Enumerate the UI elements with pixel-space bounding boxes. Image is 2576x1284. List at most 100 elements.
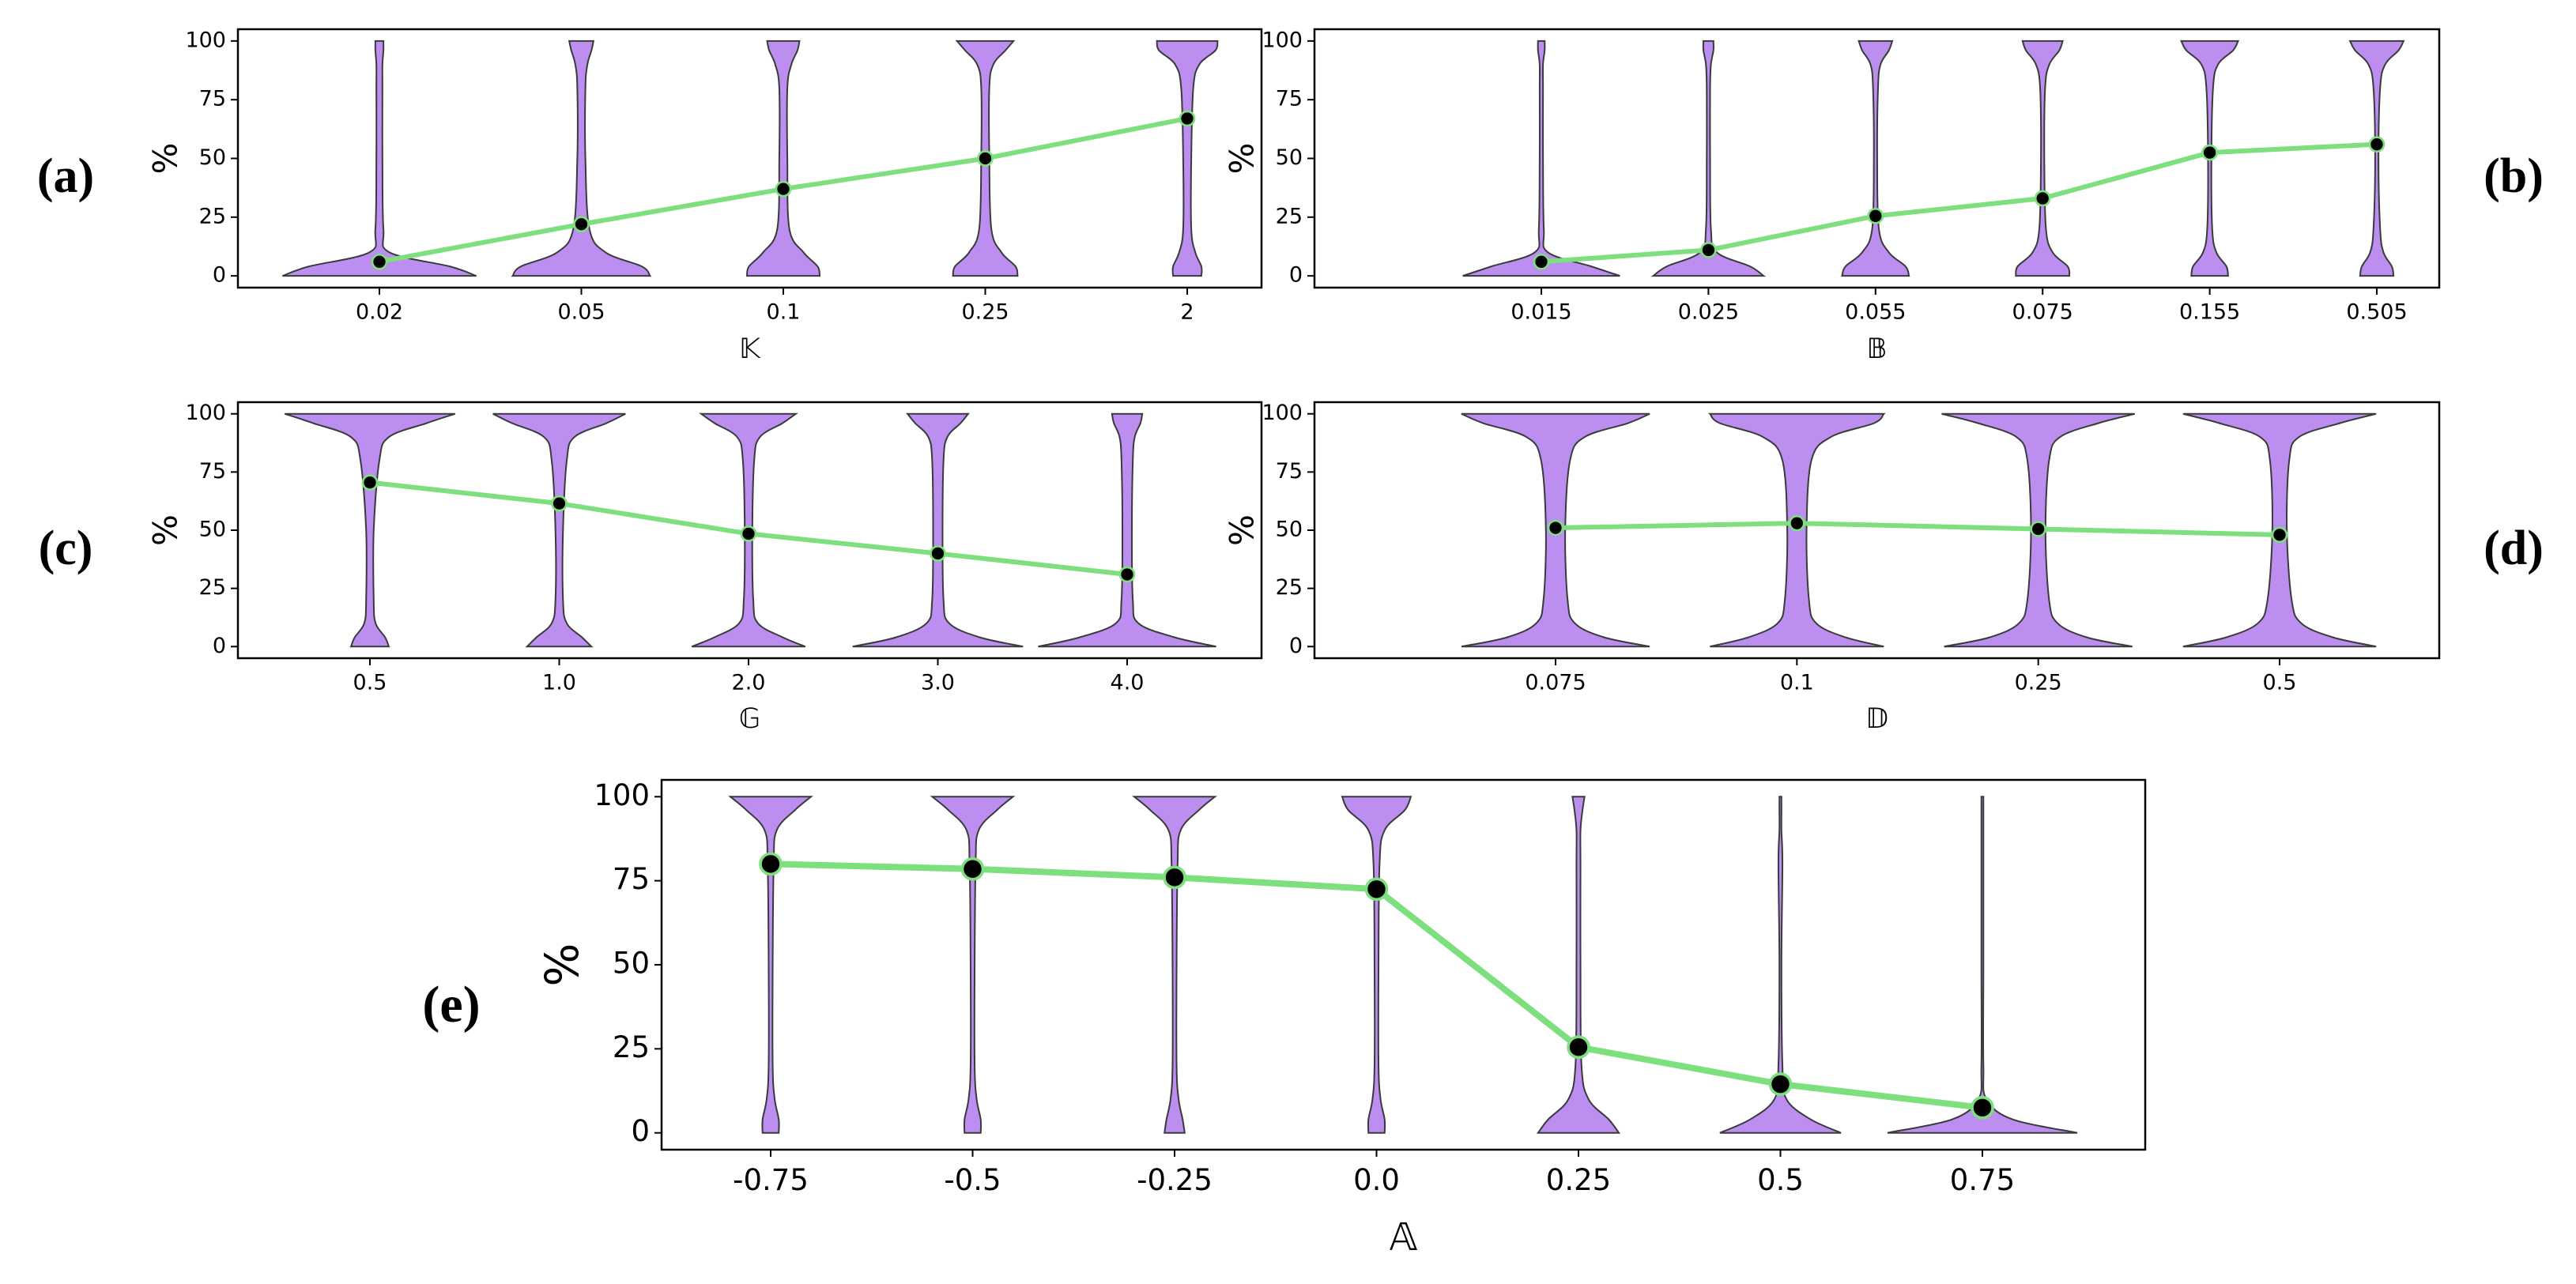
mean-marker [1163,865,1186,890]
y-tick-label: 100 [1262,401,1303,425]
y-tick-label: 25 [1276,204,1303,228]
x-tick-label: 0.25 [2015,670,2062,695]
violin [1132,796,1217,1134]
violin [284,412,456,648]
mean-marker [551,495,568,512]
x-tick-label: 3.0 [921,670,955,695]
panel-label: (a) [37,149,94,203]
x-tick-label: 0.05 [557,299,605,324]
x-axis-label: 𝔾 [739,702,760,735]
mean-marker [573,216,590,233]
violin [1462,40,1620,277]
mean-line [1541,141,2378,265]
x-tick-label: 0.5 [1757,1163,1804,1197]
x-tick-label: 4.0 [1111,670,1145,695]
violin [1719,796,1842,1134]
violin [852,412,1024,648]
panel: 0 25 50 75 100 0.015 0.025 0.055 0.075 0.155 0.505… [1222,28,2543,365]
violin [1650,40,1767,277]
x-tick-label: 0.1 [767,299,801,324]
x-tick-label: 0.02 [356,299,403,324]
violin [1887,796,2078,1134]
axes-frame [660,778,2147,1151]
mean-marker [960,857,985,881]
y-tick-label: 0 [1289,634,1303,658]
mean-marker [759,852,783,876]
y-tick-label: 0 [1289,263,1303,288]
violin [2015,40,2071,277]
y-tick-label: 50 [613,947,650,981]
mean-marker [775,180,792,198]
x-tick-label: 0.5 [353,670,387,695]
violin [745,40,821,277]
x-tick-label: 0.075 [2012,299,2073,324]
mean-marker [2271,526,2288,544]
mean-marker [1533,253,1550,270]
mean-marker [930,545,946,562]
y-tick-label: 50 [199,145,226,170]
x-tick-label: 2 [1180,299,1194,324]
x-tick-label: 0.505 [2346,299,2407,324]
mean-marker [740,525,757,542]
mean-marker [977,150,994,167]
y-axis-label: % [145,143,184,175]
y-axis-label: % [1222,143,1261,175]
violin [511,40,652,277]
violin [1841,40,1910,277]
mean-marker [1547,519,1564,537]
y-tick-label: 50 [1276,518,1303,542]
violin [1038,412,1216,648]
mean-marker [2034,190,2051,207]
x-tick-label: -0.25 [1137,1163,1213,1197]
y-tick-label: 100 [1262,28,1303,52]
y-tick-label: 100 [185,401,226,425]
y-tick-label: 0 [213,263,226,288]
panel: 0 25 50 75 100 0.5 1.0 2.0 3.0 4.0 𝔾% (c) [39,401,1263,735]
x-tick-label: 0.015 [1511,299,1571,324]
violin [930,796,1016,1134]
mean-marker [1768,1072,1793,1096]
panel-label: (d) [2484,522,2544,575]
y-tick-label: 75 [1276,459,1303,484]
mean-marker [371,253,388,270]
y-tick-label: 25 [199,204,226,228]
y-tick-label: 75 [199,87,226,111]
mean-line [1555,521,2280,537]
x-tick-label: 2.0 [732,670,766,695]
y-tick-label: 0 [213,634,226,658]
mean-marker [1179,110,1196,127]
mean-marker [2368,136,2386,153]
violin [492,412,626,648]
panel: 0 25 50 75 100 -0.75 -0.5 -0.25 0.0 0.25 0.5 0.75 𝔸%… [422,778,2147,1260]
y-tick-label: 75 [1276,87,1303,111]
mean-marker [361,474,379,491]
x-tick-label: -0.75 [733,1163,809,1197]
mean-marker [1867,207,1884,224]
x-axis-label: 𝔸 [1390,1215,1418,1260]
x-tick-label: 0.075 [1525,670,1586,695]
x-tick-label: 0.0 [1353,1163,1400,1197]
violin [1156,40,1219,277]
mean-marker [1971,1096,1994,1120]
panel: 0 25 50 75 100 0.075 0.1 0.25 0.5 𝔻% (d) [1222,401,2543,735]
mean-marker [2201,144,2218,161]
x-tick-label: 0.25 [961,299,1009,324]
x-axis-label: 𝔻 [1865,702,1888,735]
panel-label: (c) [39,522,93,575]
panel-label: (e) [422,976,480,1034]
x-tick-label: 0.25 [1546,1163,1611,1197]
x-axis-label: 𝕂 [739,333,761,365]
x-axis-label: 𝔹 [1867,333,1888,365]
violin [1536,796,1621,1134]
mean-marker [1118,566,1136,583]
x-tick-label: 0.025 [1678,299,1739,324]
violin [2348,40,2405,277]
y-tick-label: 25 [1276,575,1303,600]
mean-marker [1567,1035,1590,1060]
mean-marker [1700,242,1717,258]
y-tick-label: 75 [613,862,650,896]
y-axis-label: % [1222,514,1261,546]
x-tick-label: 0.055 [1845,299,1906,324]
violin [1341,796,1412,1134]
